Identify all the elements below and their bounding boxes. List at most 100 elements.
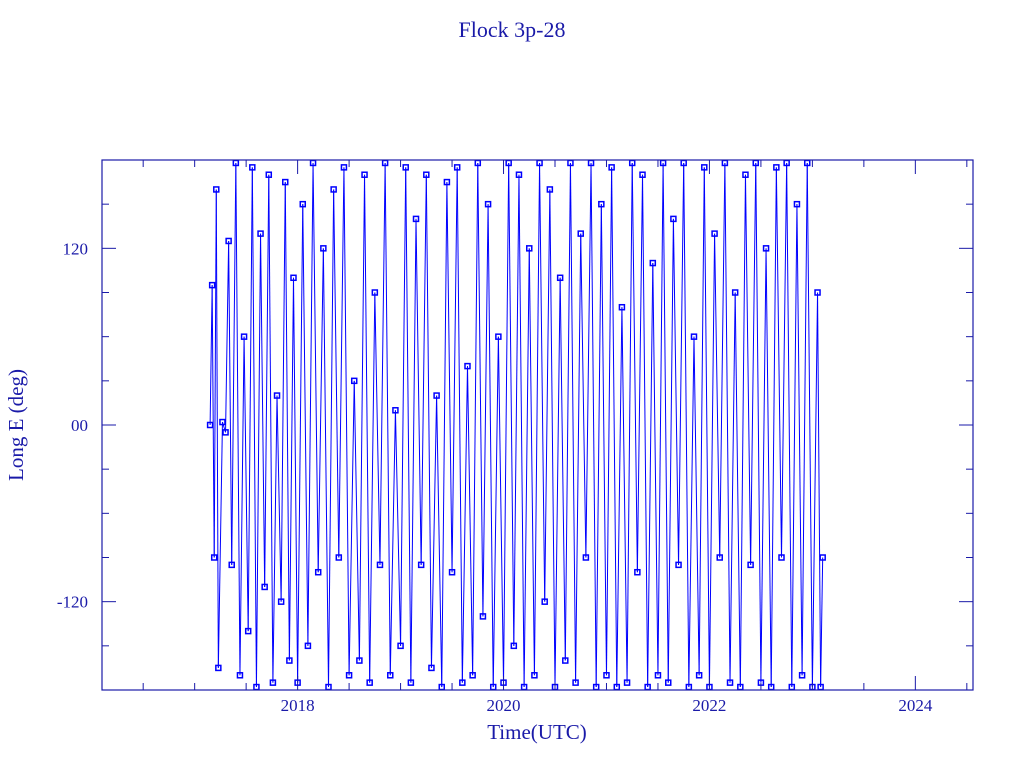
- series-segment: [243, 336, 249, 632]
- data-point: [423, 171, 430, 178]
- data-point: [531, 672, 538, 679]
- data-point: [711, 230, 718, 237]
- data-point: [345, 672, 353, 679]
- series-segment: [755, 162, 762, 683]
- data-point: [510, 642, 518, 650]
- series-segment: [595, 204, 602, 688]
- series-segment: [760, 248, 767, 683]
- data-point: [665, 679, 672, 686]
- series-segment: [580, 233, 587, 558]
- series-segment: [348, 380, 355, 676]
- data-point: [670, 215, 677, 223]
- data-point: [675, 561, 682, 569]
- data-point: [392, 407, 399, 414]
- series-segment: [605, 167, 613, 676]
- series-segment: [539, 162, 546, 602]
- series-segment: [276, 395, 282, 602]
- data-point: [350, 377, 358, 385]
- series-segment: [302, 204, 309, 646]
- data-point: [634, 568, 641, 576]
- data-point: [340, 164, 348, 171]
- series-segment: [322, 248, 330, 688]
- series-segment: [221, 421, 227, 433]
- data-point: [546, 186, 554, 193]
- series-segment: [652, 263, 659, 676]
- data-point: [556, 274, 564, 282]
- series-segment: [564, 162, 571, 661]
- series-segment: [781, 162, 788, 558]
- data-point: [428, 664, 435, 672]
- series-segment: [621, 307, 628, 683]
- series-segment: [708, 233, 716, 688]
- data-point: [742, 171, 749, 178]
- series-segment: [358, 174, 366, 661]
- series-segment: [817, 292, 822, 688]
- series-segment: [575, 233, 582, 683]
- series-segment: [415, 218, 422, 565]
- series-segment: [264, 174, 270, 587]
- series-segment: [292, 277, 299, 683]
- data-point: [240, 333, 248, 340]
- series-segment: [729, 292, 736, 683]
- series-segment: [213, 189, 217, 558]
- series-segment: [796, 204, 803, 676]
- data-point: [747, 561, 754, 569]
- y-axis-label: Long E (deg): [4, 369, 28, 481]
- data-point: [623, 679, 631, 686]
- series-segment: [693, 336, 700, 676]
- data-point: [228, 561, 235, 569]
- series-segment: [379, 162, 386, 565]
- data-point: [366, 679, 373, 686]
- series-segment: [231, 162, 237, 565]
- series-segment: [211, 285, 215, 558]
- series-segment: [472, 162, 479, 676]
- series-segment: [307, 162, 314, 646]
- series-segment: [678, 162, 685, 565]
- series-segment: [647, 263, 654, 688]
- x-tick-label: 2018: [281, 696, 315, 715]
- series-segment: [688, 336, 695, 688]
- series-segment: [268, 174, 274, 683]
- data-point: [210, 554, 218, 561]
- series-segment: [657, 162, 664, 676]
- series-segment: [642, 174, 649, 688]
- series-segment: [801, 162, 808, 676]
- series-segment: [225, 240, 230, 433]
- series-segment: [482, 204, 489, 617]
- series-segment: [786, 162, 793, 688]
- axis-ticks: 2018 2020 2022 2024 120 00 -120: [57, 160, 973, 715]
- series-segment: [343, 167, 350, 676]
- data-point: [261, 583, 268, 591]
- x-tick-label: 2022: [692, 696, 726, 715]
- series-segment: [503, 162, 510, 683]
- data-point: [433, 392, 440, 399]
- series-segment: [667, 218, 674, 683]
- data-point: [282, 178, 289, 186]
- series-segment: [528, 248, 535, 676]
- series-segment: [487, 204, 494, 688]
- series-segment: [703, 167, 710, 688]
- data-point: [222, 429, 229, 436]
- series-segment: [441, 182, 448, 688]
- series-segment: [317, 248, 324, 573]
- data-point: [273, 392, 281, 399]
- series-segment: [420, 174, 427, 565]
- series-segment: [430, 395, 438, 668]
- data-point: [225, 237, 232, 245]
- data-point: [773, 164, 780, 171]
- data-point: [495, 333, 502, 340]
- series-segment: [820, 557, 824, 688]
- series-segment: [672, 218, 680, 565]
- y-tick-label: 120: [63, 239, 89, 258]
- series-segment: [260, 233, 266, 587]
- series-segment: [400, 167, 407, 646]
- data-point: [639, 171, 646, 178]
- data-point: [269, 679, 277, 686]
- series-segment: [611, 167, 618, 688]
- data-point: [649, 259, 657, 267]
- data-point: [208, 281, 216, 289]
- series-segment: [739, 174, 746, 688]
- series-segment: [394, 410, 402, 646]
- data-point: [484, 200, 492, 208]
